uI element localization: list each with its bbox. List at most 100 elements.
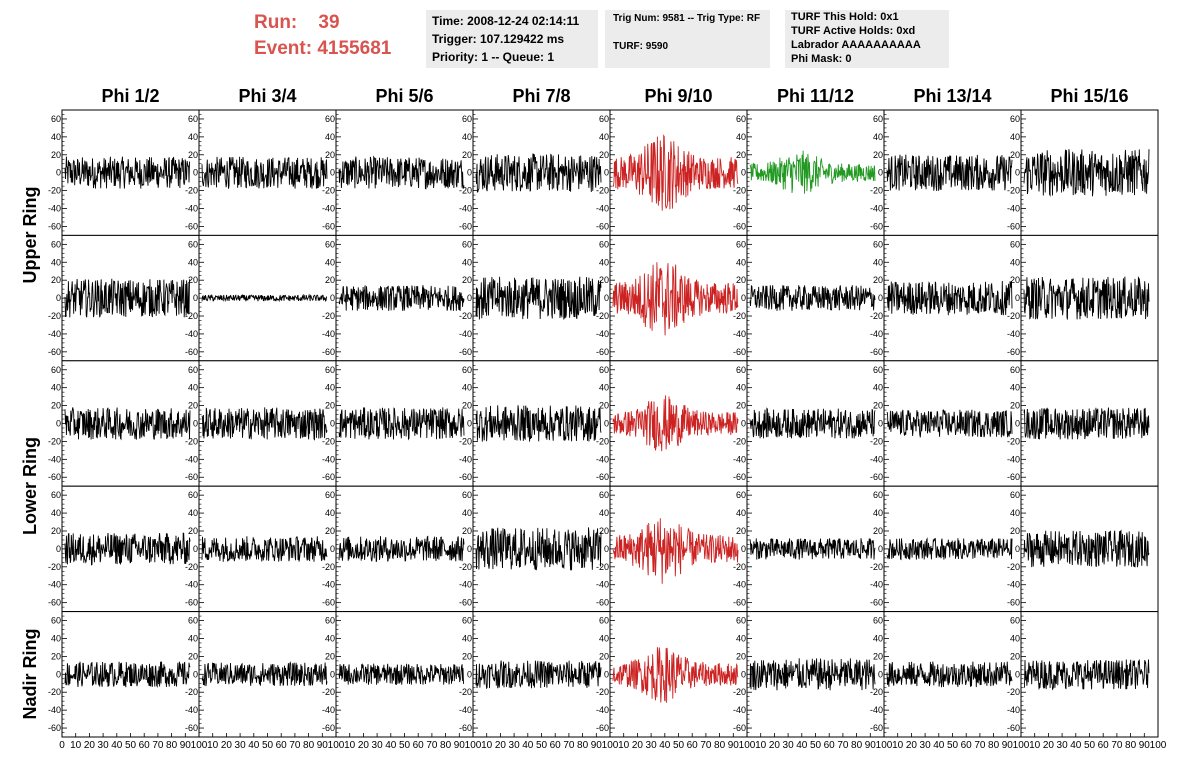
y-tick-label: 40 bbox=[599, 383, 609, 393]
y-tick-label: 40 bbox=[873, 508, 883, 518]
y-tick-label: -60 bbox=[459, 221, 472, 231]
y-tick-label: -60 bbox=[48, 472, 61, 482]
x-tick-label: 20 bbox=[1043, 740, 1055, 751]
x-tick-label: 100 bbox=[1150, 740, 1167, 751]
y-tick-label: 60 bbox=[1010, 490, 1020, 500]
y-tick-label: 0 bbox=[193, 669, 198, 679]
y-tick-label: 60 bbox=[462, 114, 472, 124]
column-title: Phi 5/6 bbox=[375, 86, 434, 106]
x-tick-label: 20 bbox=[84, 740, 96, 751]
y-tick-label: 40 bbox=[51, 257, 61, 267]
x-tick-label: 30 bbox=[646, 740, 658, 751]
y-tick-label: 60 bbox=[873, 616, 883, 626]
y-tick-label: 0 bbox=[604, 544, 609, 554]
y-tick-label: -60 bbox=[48, 723, 61, 733]
y-tick-label: -40 bbox=[48, 705, 61, 715]
y-tick-label: 20 bbox=[599, 275, 609, 285]
x-tick-label: 10 bbox=[70, 740, 82, 751]
x-tick-label: 100 bbox=[602, 740, 619, 751]
waveform-trace bbox=[338, 285, 465, 311]
y-tick-label: 60 bbox=[462, 239, 472, 249]
y-tick-label: -20 bbox=[596, 186, 609, 196]
waveform-trace bbox=[612, 647, 739, 703]
x-tick-label: 70 bbox=[700, 740, 712, 751]
x-tick-label: 100 bbox=[876, 740, 893, 751]
y-tick-label: 60 bbox=[599, 490, 609, 500]
y-tick-label: 60 bbox=[325, 239, 335, 249]
y-tick-label: 0 bbox=[330, 669, 335, 679]
x-tick-label: 40 bbox=[933, 740, 945, 751]
y-tick-label: 20 bbox=[188, 275, 198, 285]
y-tick-label: -40 bbox=[185, 329, 198, 339]
y-tick-label: 0 bbox=[193, 293, 198, 303]
x-tick-label: 60 bbox=[276, 740, 288, 751]
x-tick-label: 100 bbox=[465, 740, 482, 751]
waveform-trace bbox=[201, 407, 328, 441]
y-tick-label: 40 bbox=[873, 132, 883, 142]
y-tick-label: -20 bbox=[733, 186, 746, 196]
y-tick-label: -60 bbox=[1007, 723, 1020, 733]
y-tick-label: -20 bbox=[185, 311, 198, 321]
y-tick-label: 60 bbox=[188, 490, 198, 500]
y-tick-label: 40 bbox=[188, 383, 198, 393]
y-tick-label: 60 bbox=[599, 616, 609, 626]
x-tick-label: 90 bbox=[317, 740, 329, 751]
y-tick-label: -20 bbox=[596, 562, 609, 572]
y-tick-label: 0 bbox=[467, 168, 472, 178]
y-tick-label: 20 bbox=[462, 275, 472, 285]
run-event-box: Run: 39 Event: 4155681 bbox=[254, 10, 391, 62]
y-tick-label: -40 bbox=[596, 454, 609, 464]
y-tick-label: -20 bbox=[459, 562, 472, 572]
x-tick-label: 80 bbox=[303, 740, 315, 751]
y-tick-label: -60 bbox=[733, 472, 746, 482]
y-tick-label: -60 bbox=[596, 347, 609, 357]
y-tick-label: 60 bbox=[325, 365, 335, 375]
y-tick-label: -20 bbox=[733, 311, 746, 321]
x-tick-label: 60 bbox=[824, 740, 836, 751]
x-tick-label: 80 bbox=[577, 740, 589, 751]
x-tick-label: 10 bbox=[892, 740, 904, 751]
y-tick-label: -40 bbox=[870, 705, 883, 715]
x-tick-label: 10 bbox=[618, 740, 630, 751]
y-tick-label: -60 bbox=[870, 472, 883, 482]
y-tick-label: -20 bbox=[1007, 687, 1020, 697]
y-tick-label: -60 bbox=[322, 598, 335, 608]
y-tick-label: 20 bbox=[1010, 401, 1020, 411]
y-tick-label: -40 bbox=[459, 454, 472, 464]
x-tick-label: 50 bbox=[262, 740, 274, 751]
y-tick-label: -60 bbox=[870, 598, 883, 608]
y-tick-label: -40 bbox=[322, 580, 335, 590]
x-tick-label: 50 bbox=[1084, 740, 1096, 751]
y-tick-label: 0 bbox=[741, 419, 746, 429]
y-tick-label: 0 bbox=[467, 544, 472, 554]
x-tick-label: 20 bbox=[495, 740, 507, 751]
x-tick-label: 70 bbox=[563, 740, 575, 751]
y-tick-label: 40 bbox=[1010, 383, 1020, 393]
x-tick-label: 50 bbox=[673, 740, 685, 751]
y-tick-label: 60 bbox=[188, 365, 198, 375]
y-tick-label: -40 bbox=[459, 580, 472, 590]
y-tick-label: -20 bbox=[48, 436, 61, 446]
y-tick-label: 40 bbox=[462, 257, 472, 267]
y-tick-label: -60 bbox=[185, 598, 198, 608]
y-tick-label: 60 bbox=[599, 365, 609, 375]
y-tick-label: 20 bbox=[736, 275, 746, 285]
waveform-trace bbox=[612, 262, 739, 336]
y-tick-label: 0 bbox=[193, 419, 198, 429]
x-tick-label: 80 bbox=[1125, 740, 1137, 751]
y-tick-label: 60 bbox=[51, 365, 61, 375]
x-tick-label: 90 bbox=[1002, 740, 1014, 751]
x-tick-label: 40 bbox=[385, 740, 397, 751]
x-tick-label: 100 bbox=[328, 740, 345, 751]
y-tick-label: -40 bbox=[459, 204, 472, 214]
waveform-trace bbox=[886, 537, 1013, 561]
waveform-trace bbox=[475, 660, 602, 690]
x-tick-label: 10 bbox=[207, 740, 219, 751]
y-tick-label: -40 bbox=[48, 329, 61, 339]
x-tick-label: 40 bbox=[111, 740, 123, 751]
y-tick-label: 0 bbox=[330, 293, 335, 303]
y-tick-label: 20 bbox=[325, 651, 335, 661]
y-tick-label: -60 bbox=[596, 472, 609, 482]
y-tick-label: 20 bbox=[1010, 275, 1020, 285]
y-tick-label: 40 bbox=[599, 132, 609, 142]
